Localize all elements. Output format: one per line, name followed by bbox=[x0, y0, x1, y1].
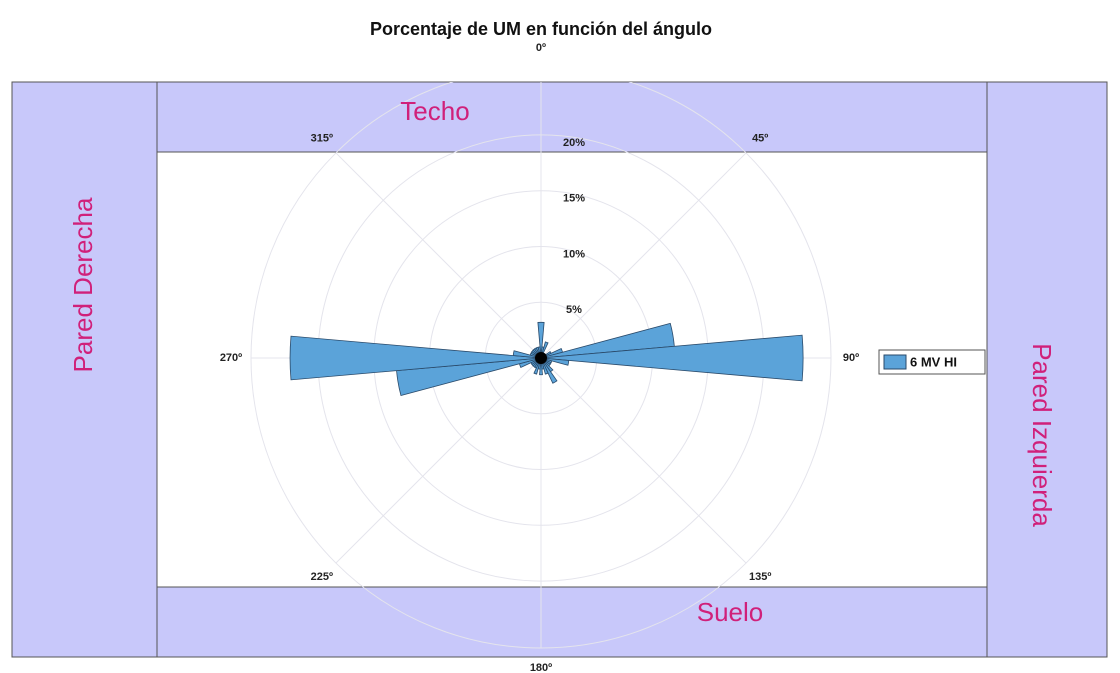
theta-tick-label: 90º bbox=[843, 352, 859, 364]
annotation: Pared Izquierda bbox=[1027, 343, 1057, 527]
theta-tick-label: 45º bbox=[752, 133, 768, 145]
bar bbox=[540, 334, 804, 382]
chart-title: Porcentaje de UM en función del ángulo bbox=[370, 19, 712, 39]
grid-spoke bbox=[335, 357, 542, 564]
center-dot bbox=[535, 352, 547, 364]
theta-tick-label: 135º bbox=[749, 571, 771, 583]
bar bbox=[540, 357, 558, 384]
plot-area bbox=[156, 151, 988, 588]
labels: 5% 10% 15% 20% 0º 45º 90º 135º 180º 225º 270º 315º bbox=[220, 42, 859, 673]
theta-tick-label: 315º bbox=[311, 133, 333, 145]
grid-spoke bbox=[540, 152, 747, 359]
theta-tick-label: 270º bbox=[220, 352, 242, 364]
r-tick-label: 20% bbox=[563, 137, 585, 149]
bar bbox=[537, 321, 545, 359]
annotation: Pared Derecha bbox=[68, 197, 98, 372]
legend-swatch bbox=[883, 354, 907, 370]
theta-tick-label: 0º bbox=[536, 42, 546, 54]
theta-tick-label: 180º bbox=[530, 662, 552, 673]
bar bbox=[289, 335, 542, 381]
polar-grid bbox=[250, 82, 832, 649]
annotation: Suelo bbox=[697, 597, 764, 627]
r-tick-label: 10% bbox=[563, 248, 585, 260]
theta-tick-label: 225º bbox=[311, 571, 333, 583]
annotation: Techo bbox=[400, 96, 469, 126]
r-tick-label: 15% bbox=[563, 193, 585, 205]
r-tick-label: 5% bbox=[566, 304, 582, 316]
grid-spoke bbox=[540, 357, 747, 564]
grid-spoke bbox=[335, 152, 542, 359]
bar bbox=[539, 357, 543, 376]
legend-label: 6 MV HI bbox=[910, 354, 957, 369]
